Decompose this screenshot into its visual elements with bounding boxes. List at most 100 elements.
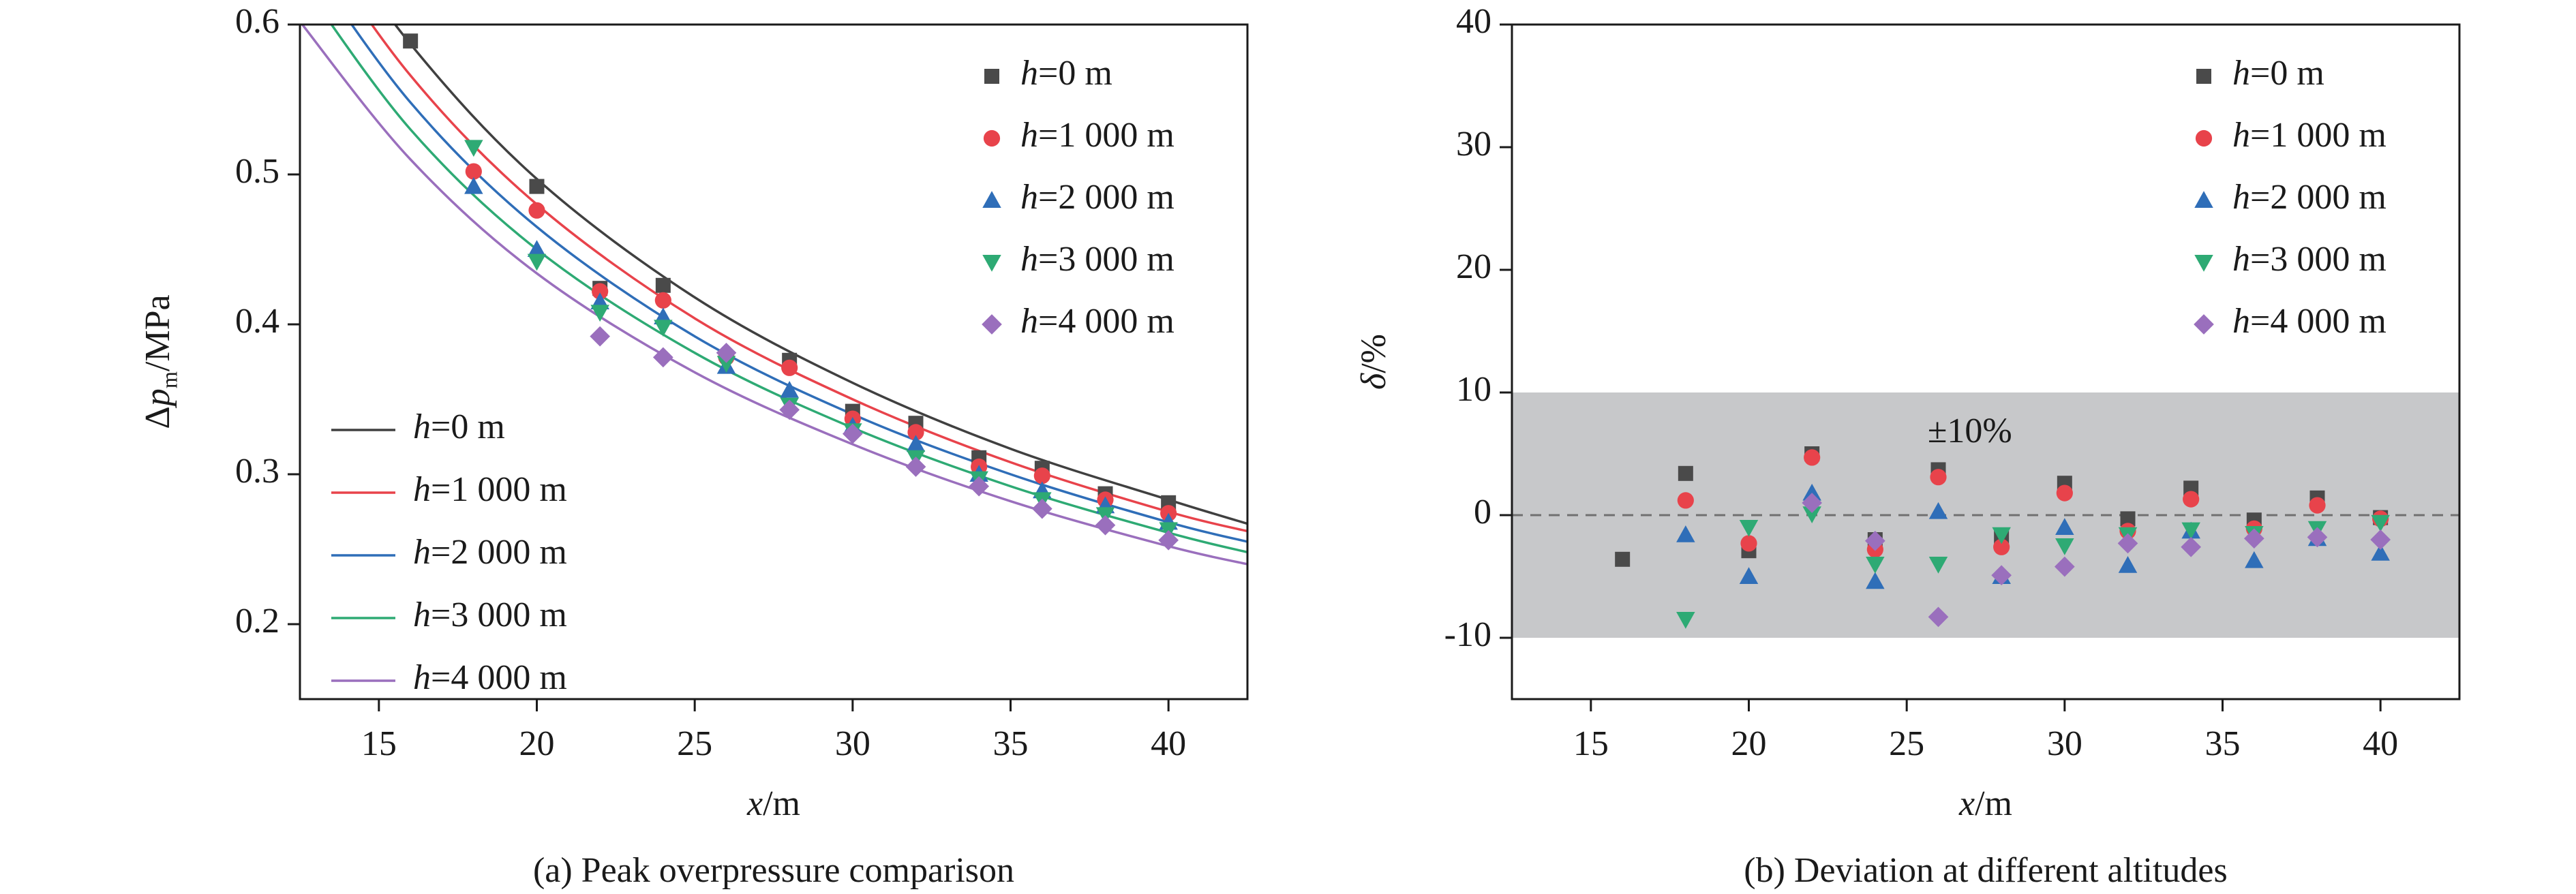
x-tick-label: 35	[2205, 724, 2241, 763]
y-tick-label: 0.4	[235, 302, 279, 341]
point-h-1-000-m	[1993, 538, 2010, 555]
y-tick-label: 0.5	[235, 152, 279, 191]
legend-line-label-h-1-000-m: h=1 000 m	[413, 470, 567, 509]
x-tick-label: 20	[1731, 724, 1767, 763]
point-h-4-000-m	[1928, 606, 1949, 628]
legend-label-h-4-000-m: h=4 000 m	[1020, 302, 1175, 341]
x-axis-label: x/m	[746, 784, 800, 823]
point-h-1-000-m	[2056, 484, 2073, 502]
legend-marker-h-0-m	[2196, 69, 2211, 84]
y-tick-label: 20	[1456, 247, 1491, 286]
point-h-1-000-m	[1033, 467, 1050, 484]
legend-marker-h-4-000-m	[2194, 314, 2214, 335]
y-tick-label: 10	[1456, 370, 1491, 409]
point-h-4-000-m	[779, 399, 800, 420]
point-h-3-000-m	[527, 253, 547, 271]
point-h-1-000-m	[1930, 469, 1947, 486]
legend-label-h-1-000-m: h=1 000 m	[2232, 116, 2386, 155]
point-h-1-000-m	[1740, 535, 1757, 552]
legend-marker-h-0-m	[984, 69, 999, 84]
x-axis-label: x/m	[1958, 784, 2012, 823]
point-h-2-000-m	[906, 435, 926, 452]
point-h-2-000-m	[2371, 544, 2390, 561]
point-h-4-000-m	[590, 326, 611, 347]
x-tick-label: 20	[519, 724, 555, 763]
point-h-0-m	[403, 33, 419, 49]
legend-marker-h-1-000-m	[2195, 129, 2213, 147]
plot-frame	[1511, 23, 2461, 700]
legend-marker-h-2-000-m	[2194, 191, 2213, 208]
panel-a: 15 20 25 30 35 40 0.2 0.3 0.4 0.5 0.6 x/m Δpm/MPa (a)…	[138, 2, 1249, 890]
point-h-1-000-m	[1677, 492, 1694, 509]
point-h-4-000-m	[2054, 556, 2075, 577]
point-h-1-000-m	[907, 424, 924, 441]
x-tick-label: 30	[835, 724, 870, 763]
fit-curve-h-0-m	[393, 25, 1247, 525]
legend-line-label-h-3-000-m: h=3 000 m	[413, 596, 567, 634]
point-h-2-000-m	[780, 381, 799, 398]
y-tick-label: 40	[1456, 2, 1491, 41]
legend-label-h-0-m: h=0 m	[2232, 54, 2324, 93]
x-tick-label: 25	[677, 724, 712, 763]
point-h-2-000-m	[527, 240, 547, 257]
panel-b: ±10% 15 20 25 30 35 40 -10 0 10 20 30 40 x/m δ/% (b) De…	[1354, 2, 2461, 890]
point-h-1-000-m	[465, 163, 482, 180]
legend-line-label-h-2-000-m: h=2 000 m	[413, 533, 567, 572]
x-tick-label: 25	[1889, 724, 1924, 763]
plot-frame	[299, 23, 1249, 700]
x-tick-label: 40	[1151, 724, 1186, 763]
point-h-3-000-m	[1739, 520, 1759, 537]
point-h-2-000-m	[1928, 502, 1948, 519]
point-h-4-000-m	[1031, 498, 1052, 519]
point-h-3-000-m	[2055, 538, 2074, 555]
legend-marker-h-4-000-m	[982, 314, 1002, 335]
point-h-2-000-m	[1866, 572, 1885, 589]
y-tick-label: -10	[1444, 615, 1491, 654]
legend-label-h-1-000-m: h=1 000 m	[1020, 116, 1175, 155]
point-h-1-000-m	[592, 283, 609, 300]
x-tick-label: 15	[361, 724, 397, 763]
point-h-4-000-m	[842, 423, 863, 444]
y-tick-label: 0.3	[235, 452, 279, 491]
point-h-4-000-m	[2370, 529, 2391, 550]
x-tick-label: 30	[2047, 724, 2082, 763]
point-h-2-000-m	[2118, 556, 2138, 573]
point-h-2-000-m	[464, 176, 483, 194]
marker-legend: h=0 m h=1 000 m h=2 000 m h=3 000 m h=4 000 …	[982, 54, 1175, 341]
legend-label-h-2-000-m: h=2 000 m	[1020, 178, 1175, 217]
point-h-3-000-m	[1928, 557, 1948, 574]
y-tick-label: 0	[1474, 493, 1491, 531]
legend-label-h-4-000-m: h=4 000 m	[2232, 302, 2386, 341]
point-h-3-000-m	[1676, 612, 1695, 629]
point-h-4-000-m	[652, 347, 673, 368]
point-h-2-000-m	[1802, 483, 1821, 501]
x-tick-label: 15	[1573, 724, 1609, 763]
band-label: ±10%	[1928, 412, 2012, 450]
point-h-4-000-m	[716, 342, 737, 363]
point-h-2-000-m	[2245, 551, 2264, 568]
legend-line-label-h-0-m: h=0 m	[413, 407, 505, 446]
y-tick-label: 0.2	[235, 602, 279, 641]
y-tick-label: 30	[1456, 125, 1491, 164]
point-h-3-000-m	[1992, 527, 2011, 544]
legend-label-h-0-m: h=0 m	[1020, 54, 1112, 93]
point-h-4-000-m	[2307, 527, 2328, 548]
point-h-1-000-m	[2183, 491, 2200, 508]
legend-label-h-3-000-m: h=3 000 m	[1020, 240, 1175, 279]
legend-marker-h-3-000-m	[2194, 255, 2213, 272]
point-h-1-000-m	[781, 359, 798, 376]
legend-label-h-3-000-m: h=3 000 m	[2232, 240, 2386, 279]
y-tick-label: 0.6	[235, 2, 279, 41]
point-h-1-000-m	[528, 202, 545, 219]
y-axis-label: δ/%	[1354, 334, 1393, 390]
legend-marker-h-3-000-m	[982, 255, 1001, 272]
point-h-4-000-m	[1864, 530, 1885, 551]
point-h-4-000-m	[905, 457, 926, 477]
point-h-3-000-m	[716, 356, 736, 373]
line-legend: h=0 m h=1 000 m h=2 000 m h=3 000 m h=4 000 …	[331, 407, 567, 697]
point-h-0-m	[529, 179, 545, 194]
panel-caption: (a) Peak overpressure comparison	[533, 851, 1014, 890]
panel-caption: (b) Deviation at different altitudes	[1744, 851, 2227, 890]
marker-legend: h=0 m h=1 000 m h=2 000 m h=3 000 m h=4 000 …	[2194, 54, 2386, 341]
